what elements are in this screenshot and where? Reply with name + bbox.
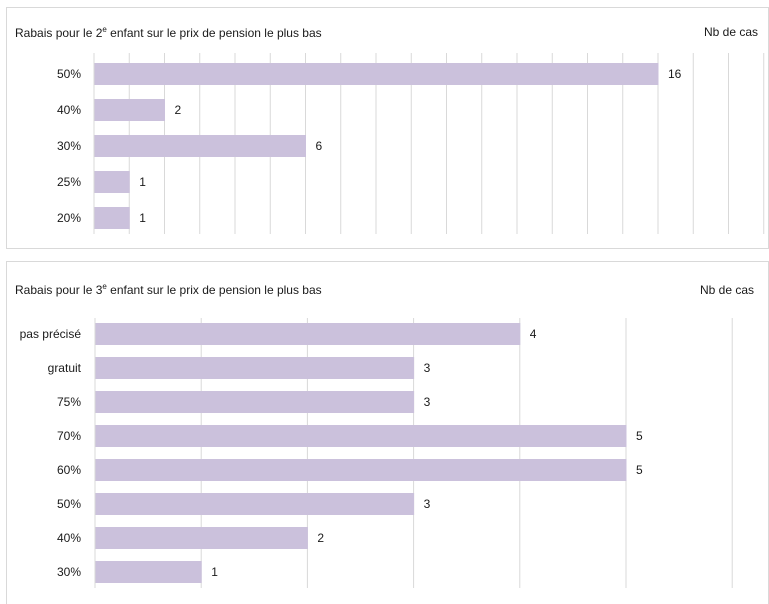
bar [95,527,308,549]
bar-chart: pas précisé 4 gratuit 3 75% 3 70% 5 60% 5 50% 3 40% 2… [20,318,733,588]
category-label: 70% [57,429,81,443]
bar [94,135,306,157]
data-label: 1 [211,565,218,579]
data-label: 5 [636,429,643,443]
category-label: 25% [57,175,81,189]
data-label: 1 [139,211,146,225]
category-label: 60% [57,463,81,477]
category-label: 50% [57,497,81,511]
bar [95,493,415,515]
bar [94,99,165,121]
category-label: 75% [57,395,81,409]
category-label: 30% [57,139,81,153]
bar [95,357,415,379]
bar [95,561,202,583]
category-label: pas précisé [20,327,82,341]
data-label: 4 [530,327,537,341]
bar [95,459,627,481]
bar [95,391,415,413]
bar [95,323,521,345]
category-label: 40% [57,531,81,545]
data-label: 1 [139,175,146,189]
bar [94,63,659,85]
data-label: 2 [317,531,324,545]
data-label: 3 [424,361,431,375]
chart-title: Rabais pour le 3e enfant sur le prix de … [15,282,322,298]
category-label: gratuit [48,361,82,375]
category-label: 40% [57,103,81,117]
value-axis-label: Nb de cas [699,283,754,297]
bar [95,425,627,447]
data-label: 5 [636,463,643,477]
data-label: 2 [175,103,182,117]
category-label: 30% [57,565,81,579]
bar-chart: 50% 16 40% 2 30% 6 25% 1 20% 1 [57,53,765,234]
value-axis-label: Nb de cas [703,25,758,39]
bar [94,171,130,193]
data-label: 16 [668,67,682,81]
data-label: 3 [424,395,431,409]
data-label: 3 [424,497,431,511]
category-label: 20% [57,211,81,225]
chart-panel-2nd-child: Rabais pour le 2e enfant sur le prix de … [6,7,769,249]
data-label: 6 [316,139,323,153]
chart-panel-3rd-child: Rabais pour le 3e enfant sur le prix de … [6,261,769,604]
category-label: 50% [57,67,81,81]
bar [94,207,130,229]
chart-title: Rabais pour le 2e enfant sur le prix de … [15,25,322,41]
